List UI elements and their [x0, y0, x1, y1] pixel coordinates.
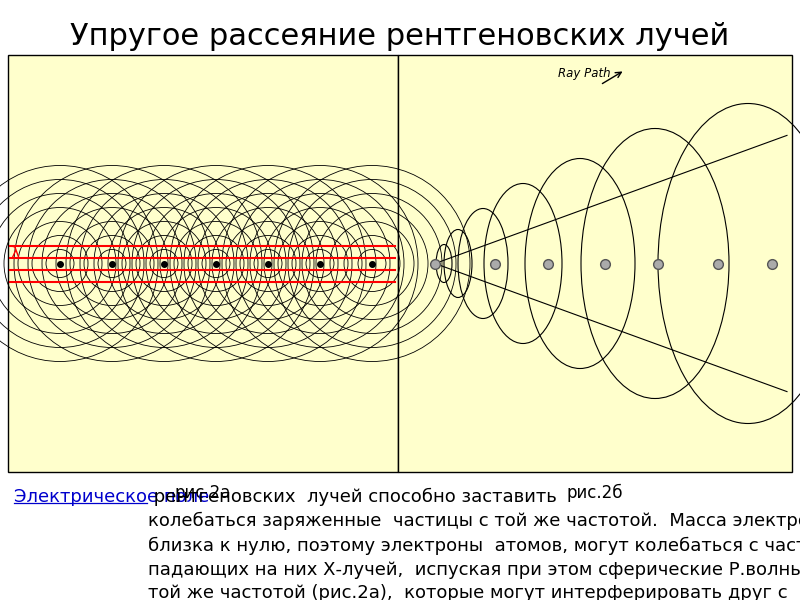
Text: λ: λ: [10, 246, 19, 261]
FancyBboxPatch shape: [8, 55, 398, 472]
Text: рис.2б: рис.2б: [566, 484, 623, 502]
Text: Упругое рассеяние рентгеновских лучей: Упругое рассеяние рентгеновских лучей: [70, 22, 730, 51]
Text: Электрическое поле: Электрическое поле: [14, 488, 210, 506]
Text: рис.2а: рис.2а: [175, 484, 231, 502]
Text: Ray Path: Ray Path: [558, 67, 610, 80]
Text: рентгеновских  лучей способно заставить
колебаться заряженные  частицы с той же : рентгеновских лучей способно заставить к…: [148, 488, 800, 600]
FancyBboxPatch shape: [398, 55, 792, 472]
